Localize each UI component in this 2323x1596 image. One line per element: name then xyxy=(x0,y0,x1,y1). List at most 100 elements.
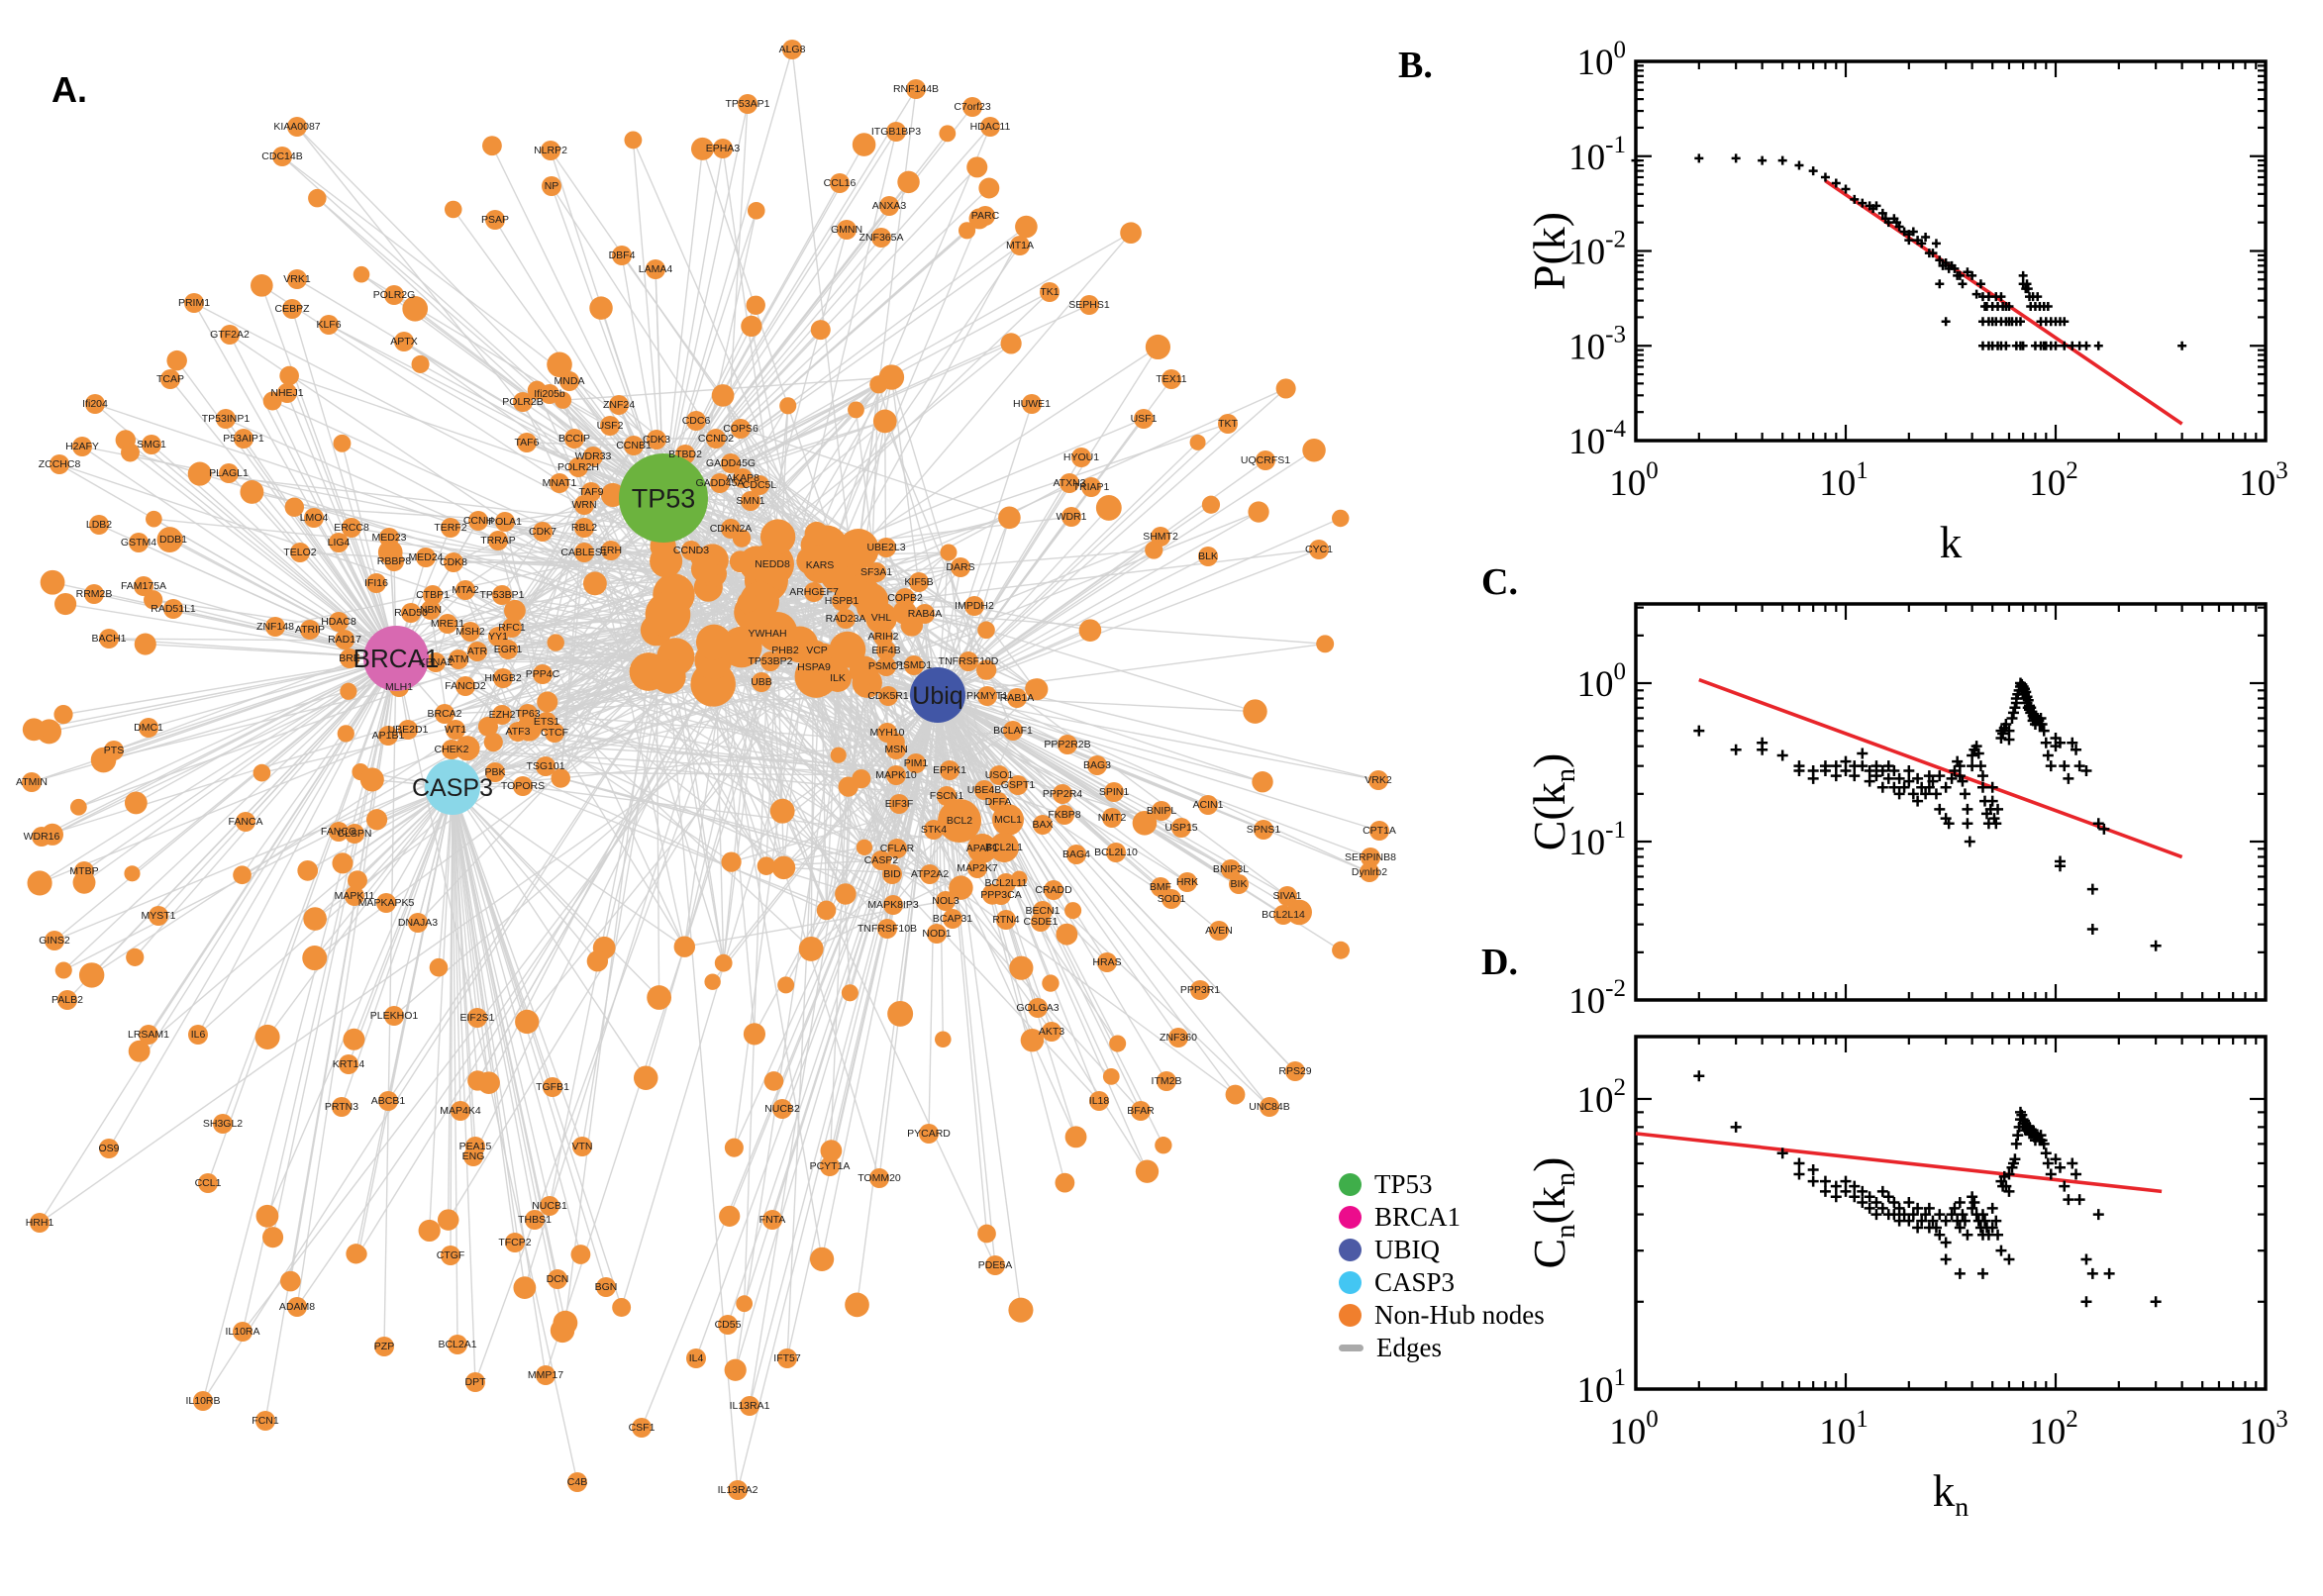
network-node[interactable] xyxy=(1256,450,1275,470)
network-node[interactable] xyxy=(1134,409,1154,429)
network-node[interactable] xyxy=(736,1295,754,1313)
network-node[interactable] xyxy=(416,548,436,567)
network-node[interactable] xyxy=(378,1091,398,1111)
network-node[interactable] xyxy=(1055,1172,1075,1193)
network-node[interactable] xyxy=(163,599,183,619)
network-node[interactable] xyxy=(574,543,594,562)
network-node[interactable] xyxy=(892,600,917,625)
network-node[interactable] xyxy=(924,820,944,840)
network-node[interactable] xyxy=(919,1124,939,1144)
network-node[interactable] xyxy=(1361,848,1380,867)
network-node[interactable] xyxy=(1221,859,1241,879)
network-node[interactable] xyxy=(272,147,292,166)
network-node[interactable] xyxy=(724,1358,747,1381)
network-node[interactable] xyxy=(1277,886,1297,906)
network-node[interactable] xyxy=(1003,721,1023,741)
network-node[interactable] xyxy=(760,651,780,671)
network-node[interactable] xyxy=(1275,378,1296,399)
network-node[interactable] xyxy=(435,704,454,724)
network-node[interactable] xyxy=(54,961,72,979)
network-node[interactable] xyxy=(721,851,742,872)
network-node[interactable] xyxy=(284,497,305,517)
network-node[interactable] xyxy=(332,852,354,874)
network-node[interactable] xyxy=(536,756,556,776)
network-node[interactable] xyxy=(332,1097,352,1117)
network-node[interactable] xyxy=(525,1210,545,1230)
network-node[interactable] xyxy=(553,1310,578,1336)
network-node[interactable] xyxy=(564,429,584,449)
network-node[interactable] xyxy=(706,429,726,449)
network-node[interactable] xyxy=(465,1137,485,1156)
network-node[interactable] xyxy=(810,320,831,341)
network-node[interactable] xyxy=(1042,1022,1061,1042)
network-node[interactable] xyxy=(1218,414,1238,434)
network-node[interactable] xyxy=(1022,394,1042,414)
network-node[interactable] xyxy=(536,1365,556,1385)
network-node[interactable] xyxy=(1055,805,1074,825)
network-node[interactable] xyxy=(216,409,236,429)
network-node[interactable] xyxy=(99,629,119,648)
network-node[interactable] xyxy=(156,527,183,552)
network-node[interactable] xyxy=(998,506,1021,530)
network-node[interactable] xyxy=(502,618,522,638)
network-node[interactable] xyxy=(485,762,505,782)
network-node[interactable] xyxy=(1040,282,1060,302)
network-node[interactable] xyxy=(446,720,465,740)
network-node[interactable] xyxy=(710,473,730,493)
network-node[interactable] xyxy=(198,1173,218,1193)
network-node[interactable] xyxy=(582,571,607,596)
network-node[interactable] xyxy=(22,772,42,792)
network-node[interactable] xyxy=(240,480,264,504)
network-node[interactable] xyxy=(752,672,771,692)
network-node[interactable] xyxy=(854,582,889,618)
network-node[interactable] xyxy=(350,1246,367,1263)
network-node[interactable] xyxy=(515,1009,540,1035)
network-node[interactable] xyxy=(958,222,976,240)
hub-node-brca1[interactable] xyxy=(363,626,429,691)
network-node[interactable] xyxy=(731,419,751,439)
network-node[interactable] xyxy=(1053,784,1072,804)
network-node[interactable] xyxy=(78,962,105,988)
network-node[interactable] xyxy=(959,651,978,671)
network-node[interactable] xyxy=(124,865,141,882)
network-node[interactable] xyxy=(567,1472,587,1492)
network-node[interactable] xyxy=(747,201,765,220)
network-node[interactable] xyxy=(1056,923,1078,946)
network-node[interactable] xyxy=(624,131,643,150)
network-node[interactable] xyxy=(964,596,984,616)
network-node[interactable] xyxy=(996,910,1016,930)
network-node[interactable] xyxy=(188,1025,208,1045)
network-node[interactable] xyxy=(437,1209,459,1231)
network-node[interactable] xyxy=(887,1000,914,1027)
network-node[interactable] xyxy=(374,1337,394,1356)
network-node[interactable] xyxy=(612,1298,632,1317)
network-node[interactable] xyxy=(650,545,683,578)
network-node[interactable] xyxy=(492,585,512,605)
network-node[interactable] xyxy=(887,839,907,858)
network-node[interactable] xyxy=(871,850,891,870)
network-node[interactable] xyxy=(876,656,896,676)
network-node[interactable] xyxy=(22,718,46,742)
network-node[interactable] xyxy=(934,1031,952,1048)
network-node[interactable] xyxy=(545,723,564,743)
network-node[interactable] xyxy=(967,858,987,878)
network-node[interactable] xyxy=(537,691,558,713)
network-node[interactable] xyxy=(128,1040,151,1062)
network-node[interactable] xyxy=(533,522,553,542)
network-node[interactable] xyxy=(304,508,324,528)
network-node[interactable] xyxy=(429,957,449,977)
network-node[interactable] xyxy=(729,550,752,573)
network-node[interactable] xyxy=(492,705,512,725)
network-node[interactable] xyxy=(454,736,480,761)
network-node[interactable] xyxy=(255,1411,275,1431)
network-node[interactable] xyxy=(402,295,429,322)
network-node[interactable] xyxy=(282,299,302,319)
network-node[interactable] xyxy=(1026,678,1049,701)
network-node[interactable] xyxy=(504,599,526,622)
network-node[interactable] xyxy=(513,392,533,412)
network-node[interactable] xyxy=(1009,955,1034,980)
network-node[interactable] xyxy=(460,622,480,642)
network-node[interactable] xyxy=(1254,820,1273,840)
network-node[interactable] xyxy=(869,1168,889,1188)
network-node[interactable] xyxy=(1369,821,1389,841)
